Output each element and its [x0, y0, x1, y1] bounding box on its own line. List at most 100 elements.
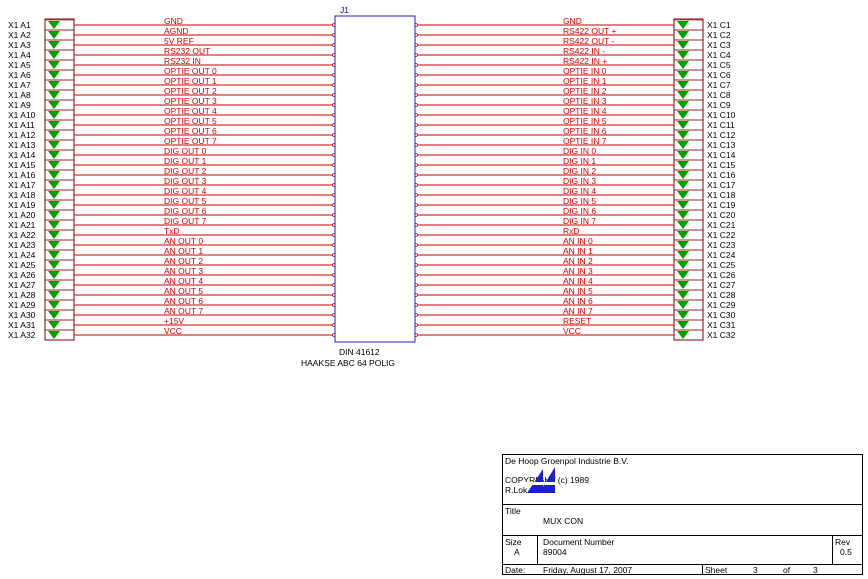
net-label-right: DIG IN 2 [563, 166, 596, 176]
net-label-right: RxD [563, 226, 580, 236]
terminal-marker-right-icon [677, 111, 689, 119]
terminal-label-right: X1 C7 [707, 80, 731, 90]
terminal-marker-left-icon [48, 291, 60, 299]
terminal-marker-right-icon [677, 281, 689, 289]
terminal-marker-left-icon [48, 161, 60, 169]
net-label-right: AN IN 6 [563, 296, 593, 306]
terminal-marker-right-icon [677, 101, 689, 109]
net-label-right: OPTIE IN 7 [563, 136, 607, 146]
net-label-left: DIG OUT 3 [164, 176, 207, 186]
net-label-right: RS422 IN - [563, 46, 605, 56]
terminal-label-right: X1 C12 [707, 130, 736, 140]
terminal-label-right: X1 C1 [707, 20, 731, 30]
connector-body [334, 15, 416, 343]
net-label-left: OPTIE OUT 1 [164, 76, 217, 86]
net-label-left: VCC [164, 326, 182, 336]
terminal-marker-left-icon [48, 281, 60, 289]
terminal-label-right: X1 C5 [707, 60, 731, 70]
company-logo-icon [523, 467, 557, 493]
sheet-number: 3 [753, 565, 758, 575]
terminal-marker-right-icon [677, 41, 689, 49]
terminal-label-right: X1 C29 [707, 300, 736, 310]
terminal-marker-left-icon [48, 121, 60, 129]
terminal-label-left: X1 A11 [8, 120, 35, 130]
terminal-marker-left-icon [48, 151, 60, 159]
sheet-label: Sheet [705, 565, 728, 575]
terminal-marker-left-icon [48, 221, 60, 229]
terminal-label-left: X1 A13 [8, 140, 36, 150]
net-label-right: OPTIE IN 5 [563, 116, 607, 126]
terminal-label-right: X1 C23 [707, 240, 736, 250]
terminal-marker-right-icon [677, 311, 689, 319]
terminal-marker-left-icon [48, 31, 60, 39]
net-label-left: OPTIE OUT 5 [164, 116, 217, 126]
net-label-right: OPTIE IN 0 [563, 66, 607, 76]
net-label-left: DIG OUT 5 [164, 196, 207, 206]
terminal-marker-left-icon [48, 91, 60, 99]
terminal-marker-left-icon [48, 41, 60, 49]
copyright-text: COPYRIGHT (c) 1989 [505, 475, 589, 485]
terminal-marker-right-icon [677, 241, 689, 249]
terminal-label-left: X1 A15 [8, 160, 36, 170]
terminal-marker-left-icon [48, 181, 60, 189]
terminal-label-left: X1 A24 [8, 250, 36, 260]
terminal-marker-left-icon [48, 141, 60, 149]
net-label-right: DIG IN 1 [563, 156, 596, 166]
terminal-marker-right-icon [677, 91, 689, 99]
terminal-marker-right-icon [677, 31, 689, 39]
terminal-marker-right-icon [677, 211, 689, 219]
terminal-marker-left-icon [48, 271, 60, 279]
net-label-right: AN IN 4 [563, 276, 593, 286]
terminal-marker-right-icon [677, 21, 689, 29]
terminal-label-right: X1 C15 [707, 160, 736, 170]
net-label-left: AN OUT 2 [164, 256, 203, 266]
terminal-marker-right-icon [677, 191, 689, 199]
terminal-label-left: X1 A28 [8, 290, 36, 300]
connector-ref: J1 [340, 5, 349, 15]
net-label-left: AN OUT 1 [164, 246, 203, 256]
net-label-right: DIG IN 0 [563, 146, 596, 156]
terminal-marker-right-icon [677, 201, 689, 209]
document-number: 89004 [543, 547, 567, 557]
drawing-title: MUX CON [543, 516, 584, 526]
terminal-marker-right-icon [677, 181, 689, 189]
terminal-label-right: X1 C11 [707, 120, 735, 130]
terminal-label-right: X1 C21 [707, 220, 736, 230]
net-label-right: DIG IN 3 [563, 176, 596, 186]
terminal-label-right: X1 C4 [707, 50, 731, 60]
net-label-left: +15V [164, 316, 184, 326]
terminal-label-left: X1 A17 [8, 180, 36, 190]
terminal-marker-left-icon [48, 311, 60, 319]
terminal-marker-left-icon [48, 251, 60, 259]
terminal-marker-right-icon [677, 131, 689, 139]
net-label-right: RS422 OUT - [563, 36, 615, 46]
terminal-label-right: X1 C31 [707, 320, 736, 330]
net-label-left: RS232 OUT [164, 46, 210, 56]
size-label: Size [505, 537, 522, 547]
connector-description: HAAKSE ABC 64 POLIG [301, 358, 395, 368]
terminal-marker-right-icon [677, 71, 689, 79]
terminal-label-right: X1 C6 [707, 70, 731, 80]
size-value: A [514, 547, 520, 557]
net-label-right: RESET [563, 316, 591, 326]
net-label-left: OPTIE OUT 0 [164, 66, 217, 76]
terminal-marker-left-icon [48, 111, 60, 119]
net-label-right: AN IN 7 [563, 306, 593, 316]
terminal-label-left: X1 A4 [8, 50, 31, 60]
net-label-left: DIG OUT 7 [164, 216, 207, 226]
terminal-marker-left-icon [48, 101, 60, 109]
terminal-label-left: X1 A30 [8, 310, 36, 320]
terminal-marker-left-icon [48, 331, 60, 339]
terminal-marker-left-icon [48, 231, 60, 239]
connector-type: DIN 41612 [339, 347, 380, 357]
terminal-marker-right-icon [677, 221, 689, 229]
terminal-label-right: X1 C13 [707, 140, 736, 150]
terminal-marker-right-icon [677, 161, 689, 169]
net-label-right: OPTIE IN 1 [563, 76, 607, 86]
terminal-label-left: X1 A32 [8, 330, 36, 340]
terminal-marker-left-icon [48, 71, 60, 79]
net-label-left: OPTIE OUT 2 [164, 86, 217, 96]
net-label-left: AGND [164, 26, 189, 36]
net-label-right: OPTIE IN 4 [563, 106, 607, 116]
